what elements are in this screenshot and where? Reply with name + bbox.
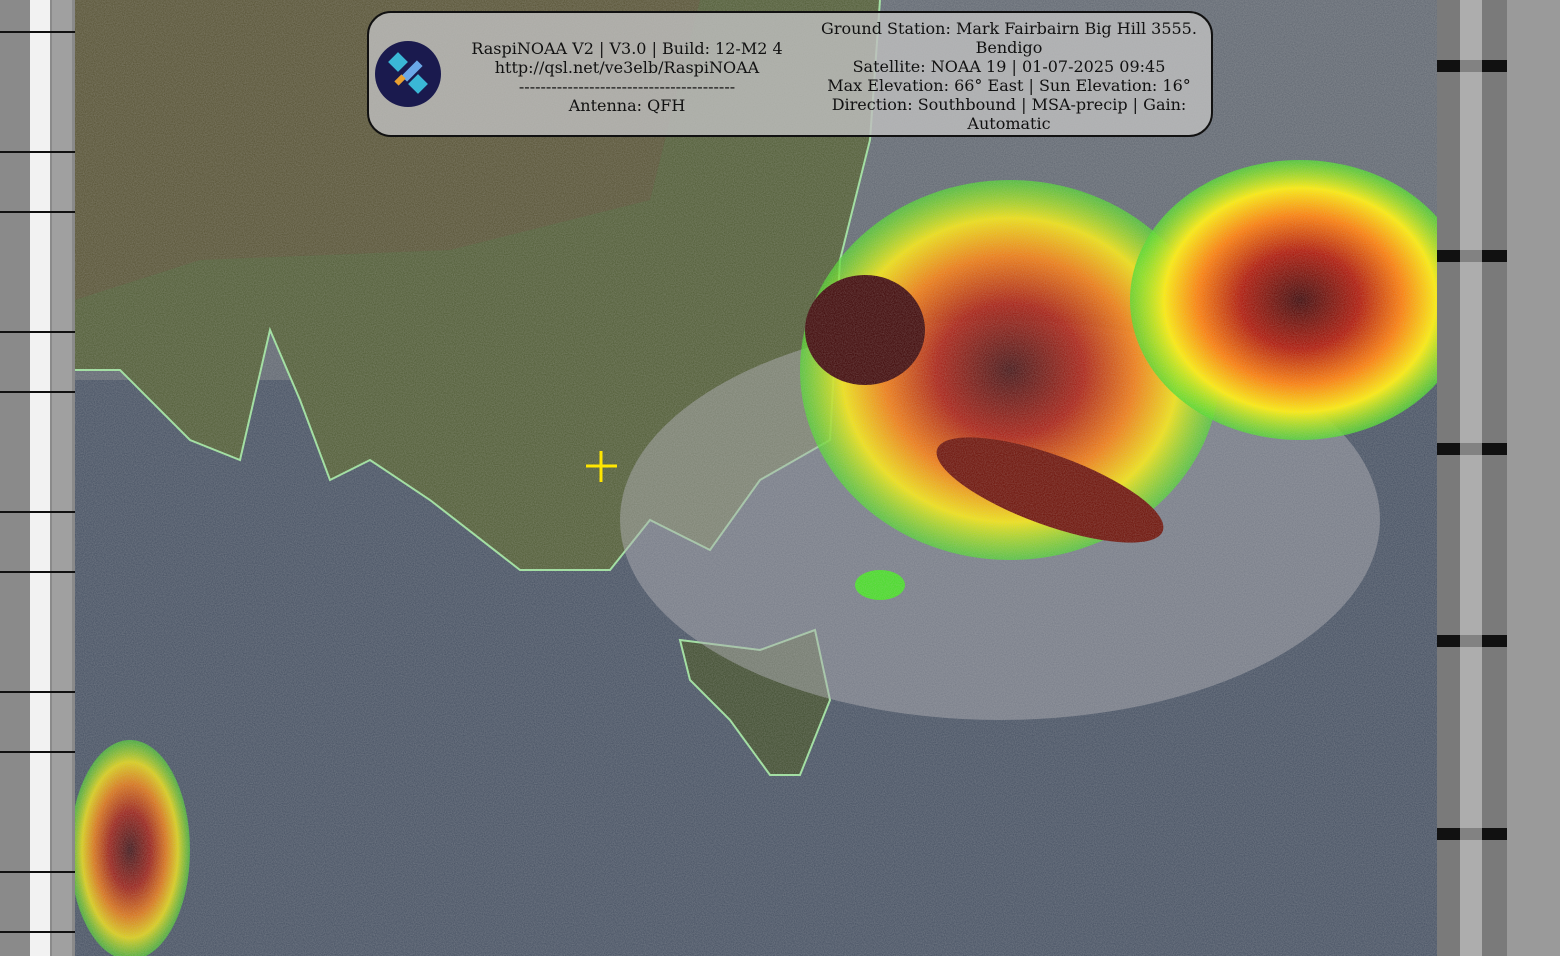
- pass-details: Ground Station: Mark Fairbairn Big Hill …: [809, 19, 1209, 133]
- satellite-icon: [375, 41, 441, 107]
- ground-station-cont: Bendigo: [975, 38, 1043, 57]
- satellite-info: Satellite: NOAA 19 | 01-07-2025 09:45: [852, 57, 1166, 76]
- telemetry-strip-right: [1437, 0, 1560, 956]
- ground-station: Ground Station: Mark Fairbairn Big Hill …: [821, 19, 1197, 38]
- project-url: http://qsl.net/ve3elb/RaspiNOAA: [494, 58, 760, 77]
- telemetry-strip-left: [0, 0, 75, 956]
- ground-station-crosshair: [586, 451, 617, 482]
- antenna-info: Antenna: QFH: [568, 96, 686, 115]
- software-version: RaspiNOAA V2 | V3.0 | Build: 12-M2 4: [471, 39, 783, 58]
- pass-info-panel: RaspiNOAA V2 | V3.0 | Build: 12-M2 4 htt…: [367, 11, 1213, 137]
- separator: ----------------------------------------: [518, 77, 736, 96]
- direction-info: Direction: Southbound | MSA-precip | Gai…: [831, 95, 1187, 114]
- elevation-info: Max Elevation: 66° East | Sun Elevation:…: [827, 76, 1191, 95]
- gain-info: Automatic: [967, 114, 1051, 133]
- software-info: RaspiNOAA V2 | V3.0 | Build: 12-M2 4 htt…: [459, 39, 795, 115]
